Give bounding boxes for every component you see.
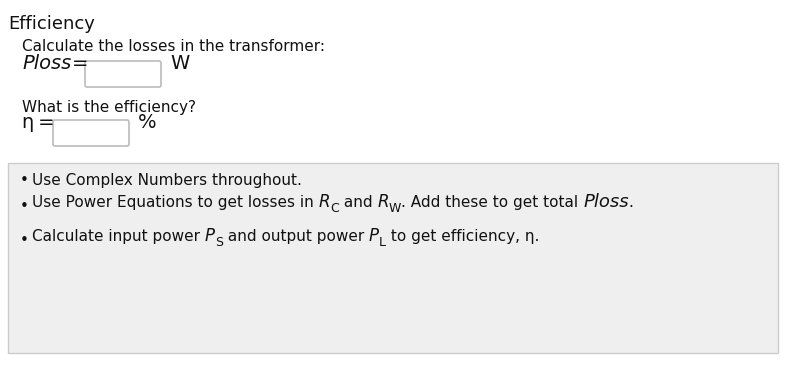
Text: L: L <box>379 236 386 249</box>
Text: Ploss: Ploss <box>22 54 71 73</box>
Text: W: W <box>388 202 401 215</box>
Text: and output power: and output power <box>223 229 369 244</box>
Text: Ploss: Ploss <box>583 193 629 211</box>
Text: =: = <box>72 54 88 73</box>
Text: Calculate the losses in the transformer:: Calculate the losses in the transformer: <box>22 39 325 54</box>
Text: R: R <box>377 193 388 211</box>
Text: •: • <box>20 199 29 214</box>
Text: . Add these to get total: . Add these to get total <box>401 195 583 210</box>
Text: •: • <box>20 233 29 248</box>
Text: to get efficiency, η.: to get efficiency, η. <box>386 229 539 244</box>
Text: P: P <box>369 227 379 245</box>
Text: S: S <box>215 236 223 249</box>
FancyBboxPatch shape <box>53 120 129 146</box>
Text: What is the efficiency?: What is the efficiency? <box>22 100 196 115</box>
Text: .: . <box>629 195 634 210</box>
Text: W: W <box>170 54 189 73</box>
Text: Efficiency: Efficiency <box>8 15 95 33</box>
Text: η =: η = <box>22 113 54 132</box>
Text: Calculate input power: Calculate input power <box>32 229 205 244</box>
Text: •: • <box>20 173 29 188</box>
Text: C: C <box>330 202 339 215</box>
FancyBboxPatch shape <box>85 61 161 87</box>
Text: %: % <box>138 113 157 132</box>
Text: Use Complex Numbers throughout.: Use Complex Numbers throughout. <box>32 173 302 188</box>
FancyBboxPatch shape <box>8 163 778 353</box>
Text: R: R <box>318 193 330 211</box>
Text: Use Power Equations to get losses in: Use Power Equations to get losses in <box>32 195 318 210</box>
Text: P: P <box>205 227 215 245</box>
Text: and: and <box>339 195 377 210</box>
